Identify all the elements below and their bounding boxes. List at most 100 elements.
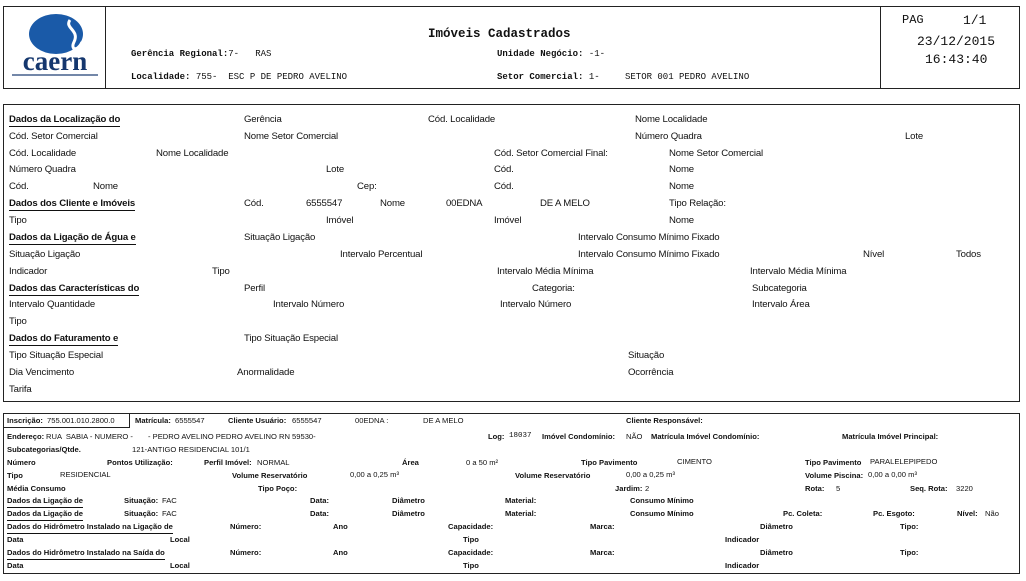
volume-piscina-label: Volume Piscina: [805, 471, 864, 480]
filter-label: Lote [326, 164, 345, 175]
gerencia-regional: Gerência Regional:7- RAS [131, 49, 271, 59]
filter-label: Cód. Setor Comercial [9, 131, 98, 142]
filter-label: Número Quadra [9, 164, 76, 175]
filter-label: Nome [380, 198, 405, 209]
data-label: Data [7, 561, 24, 570]
section-ligacao-agua: Dados da Ligação de Água e [9, 232, 136, 245]
filter-label: Intervalo Quantidade [9, 299, 96, 310]
subcategorias-label: Subcategorias/Qtde. [7, 445, 81, 454]
volume-reservatorio-label: Volume Reservatório [232, 471, 308, 480]
property-record [3, 413, 1020, 574]
filter-label: Nome Setor Comercial [244, 131, 339, 142]
localidade-label: Localidade: [131, 72, 191, 82]
filter-label: Intervalo Consumo Mínimo Fixado [578, 232, 720, 243]
data-label: Data: [310, 496, 329, 505]
tipo-label: Tipo [463, 561, 479, 570]
filter-label: Cód. [9, 181, 29, 192]
localidade-value: 755- ESC P DE PEDRO AVELINO [195, 72, 348, 82]
tipo-pavimento-label: Tipo Pavimento [581, 458, 638, 467]
filter-label: Intervalo Média Mínima [750, 266, 847, 277]
report-date: 23/12/2015 [917, 34, 996, 49]
filter-label: Nome [669, 181, 694, 192]
filter-label: Cód. Setor Comercial Final: [494, 148, 608, 159]
subcategorias-value: 121-ANTIGO RESIDENCIAL 101/1 [132, 445, 250, 454]
diametro-label: Diâmetro [760, 548, 793, 557]
filter-label: Nome Localidade [156, 148, 229, 159]
section-faturamento: Dados do Faturamento e [9, 333, 119, 346]
filter-label: Imóvel [326, 215, 354, 226]
filter-label: Intervalo Consumo Mínimo Fixado [578, 249, 720, 260]
filter-label: Tipo Situação Especial [9, 350, 103, 361]
matricula-label: Matrícula: [135, 416, 171, 425]
tipo-pavimento-value: CIMENTO [677, 457, 712, 466]
filter-label: Cep: [357, 181, 377, 192]
filter-label: Intervalo Área [752, 299, 810, 310]
situacao-value: FAC [162, 496, 177, 505]
diametro-label: Diâmetro [760, 522, 793, 531]
tipo-label: Tipo: [900, 522, 919, 531]
header-divider [105, 6, 106, 89]
tipo-pavimento-rua-value: PARALELEPIPEDO [870, 457, 938, 466]
filter-label: Anormalidade [237, 367, 295, 378]
filter-label: Tipo [9, 316, 27, 327]
ano-label: Ano [333, 548, 348, 557]
tipo-label: Tipo [7, 471, 23, 480]
seq-rota-value: 3220 [956, 484, 973, 493]
filter-value: 6555547 [306, 198, 343, 209]
endereco-bairro: - PEDRO AVELINO PEDRO AVELINO RN 59530- [148, 432, 316, 441]
filter-label: Subcategoria [752, 283, 807, 294]
filter-label: Intervalo Percentual [340, 249, 423, 260]
material-label: Material: [505, 496, 537, 505]
consumo-minimo-label: Consumo Mínimo [630, 509, 694, 518]
filter-label: Gerência [244, 114, 282, 125]
caern-logo-icon: caern [12, 14, 98, 76]
consumo-minimo-label: Consumo Mínimo [630, 496, 694, 505]
filter-label: Tipo Situação Especial [244, 333, 338, 344]
indicador-label: Indicador [725, 561, 760, 570]
filter-label: Categoria: [532, 283, 575, 294]
indicador-label: Indicador [725, 535, 760, 544]
situacao-value: FAC [162, 509, 177, 518]
filter-label: Nome Localidade [635, 114, 708, 125]
filter-label: Todos [956, 249, 981, 260]
filter-label: Tarifa [9, 384, 32, 395]
hidrometro-saida-heading: Dados do Hidrômetro Instalado na Saída d… [7, 548, 165, 560]
jardim-value: 2 [645, 484, 650, 493]
imovel-condominio-value: NÃO [626, 432, 643, 441]
filter-label: Situação [628, 350, 665, 361]
data-label: Data [7, 535, 24, 544]
volume-reservatorio-value: 0,00 a 0,25 m³ [350, 470, 399, 479]
capacidade-label: Capacidade: [448, 522, 494, 531]
header-divider [880, 6, 881, 89]
gerencia-value: 7- RAS [228, 49, 272, 59]
area-value: 0 a 50 m² [466, 458, 499, 467]
filter-label: Dia Vencimento [9, 367, 75, 378]
filter-label: Intervalo Número [273, 299, 345, 310]
situacao-label: Situação: [124, 496, 159, 505]
filter-label: Nome [669, 215, 694, 226]
imovel-condominio-label: Imóvel Condomínio: [542, 432, 615, 441]
unidade-value: -1- [588, 49, 606, 59]
pc-coleta-label: Pc. Coleta: [783, 509, 823, 518]
cliente-usuario-code: 6555547 [292, 416, 322, 425]
filter-label: Tipo [9, 215, 27, 226]
capacidade-label: Capacidade: [448, 548, 494, 557]
report-title: Imóveis Cadastrados [428, 27, 571, 41]
page-label: PAG [902, 13, 924, 27]
cliente-usuario-name: 00EDNA : [355, 416, 389, 425]
filter-label: Nível [863, 249, 885, 260]
filter-label: Cód. Localidade [428, 114, 496, 125]
filter-label: Intervalo Número [500, 299, 572, 310]
media-consumo-label: Média Consumo [7, 484, 66, 493]
log-label: Log: [488, 432, 505, 441]
ligacao-agua-heading: Dados da Ligação de [7, 496, 83, 508]
page-number: 1/1 [963, 13, 987, 28]
matricula-value: 6555547 [175, 416, 205, 425]
filter-label: Tipo Relação: [669, 198, 726, 209]
diametro-label: Diâmetro [392, 509, 425, 518]
jardim-label: Jardim: [615, 484, 643, 493]
data-label: Data: [310, 509, 329, 518]
seq-rota-label: Seq. Rota: [910, 484, 948, 493]
endereco-label: Endereço: [7, 432, 45, 441]
rota-value: 5 [836, 484, 841, 493]
